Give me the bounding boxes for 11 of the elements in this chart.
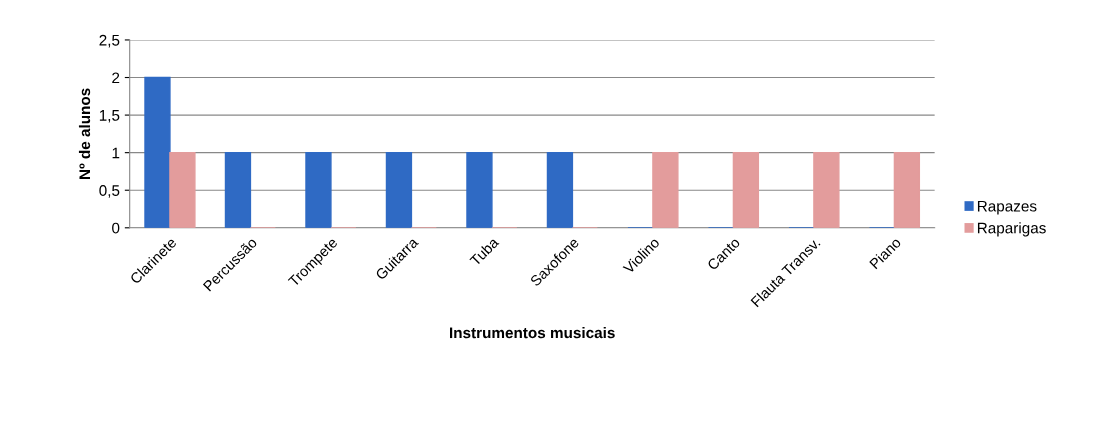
y-axis-title: Nº de alunos (78, 88, 91, 179)
legend-label: Rapazes (977, 200, 1037, 215)
legend-label: Raparigas (977, 222, 1046, 237)
y-tick-label: 0 (112, 222, 120, 234)
y-tick-label: 1,5 (99, 110, 120, 123)
y-tick-label: 1 (112, 147, 120, 159)
y-tick-label: 2 (112, 72, 120, 84)
x-tick-label: Tuba (469, 236, 500, 267)
y-tick-label: 2,5 (99, 34, 120, 48)
x-axis-title: Instrumentos musicais (449, 326, 615, 339)
y-tick-label: 0,5 (99, 185, 120, 198)
